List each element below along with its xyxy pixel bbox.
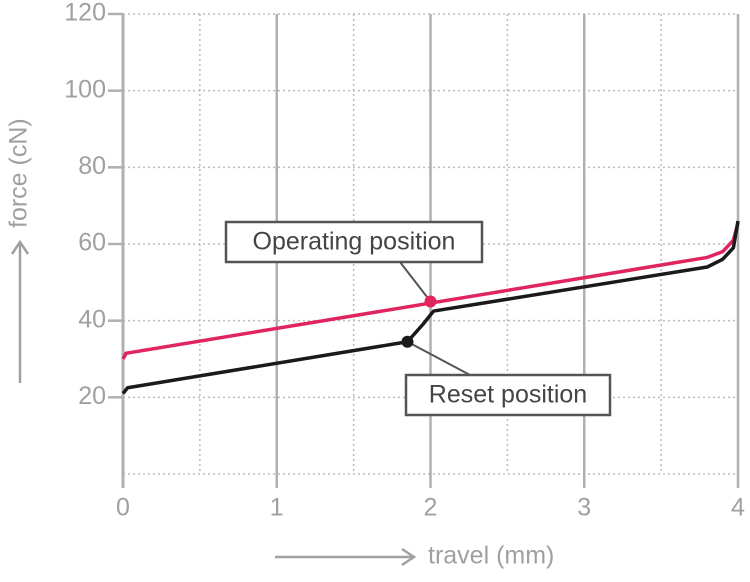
y-tick-label: 120 <box>64 0 106 27</box>
x-tick-label: 1 <box>270 494 284 522</box>
y-tick-label: 40 <box>78 305 106 333</box>
x-arrowhead <box>401 547 417 567</box>
annotation-box <box>224 220 484 264</box>
y-tick-label: 60 <box>78 229 106 257</box>
series-line <box>121 220 740 395</box>
point-marker <box>424 295 437 308</box>
y-axis-label: force (cN) <box>5 118 33 228</box>
x-tick-label: 0 <box>116 494 130 522</box>
y-arrowhead <box>10 239 30 255</box>
x-axis-label: travel (mm) <box>428 542 554 570</box>
x-tick-label: 3 <box>577 494 591 522</box>
y-tick-label: 20 <box>78 382 106 410</box>
leader-line <box>406 340 471 376</box>
point-marker <box>401 335 414 348</box>
leader-line <box>399 261 432 303</box>
y-tick-label: 100 <box>64 75 106 103</box>
x-tick-label: 2 <box>424 494 438 522</box>
x-tick-label: 4 <box>731 494 745 522</box>
y-tick-label: 80 <box>78 152 106 180</box>
annotation-label: Reset position <box>429 381 587 409</box>
annotation-label: Operating position <box>253 228 456 256</box>
annotation-box <box>404 373 612 417</box>
